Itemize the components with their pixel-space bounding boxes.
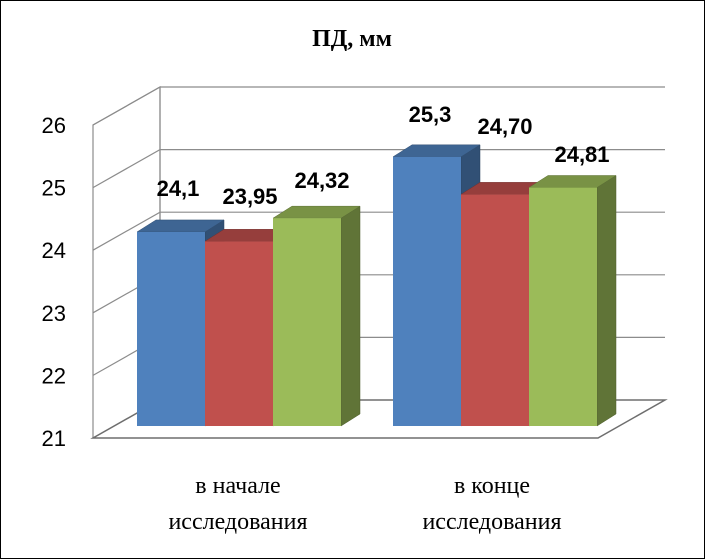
- x-axis-categories: в начале исследования в конце исследования: [168, 473, 561, 535]
- y-tick-label: 24: [42, 238, 66, 263]
- category-label: в начале: [195, 473, 280, 499]
- bar-front: [529, 187, 597, 426]
- data-label: 25,3: [409, 102, 452, 127]
- data-labels: 24,1 25,3 23,95 24,70 24,32 24,81: [157, 102, 610, 209]
- data-label: 23,95: [222, 184, 277, 209]
- bar-front: [205, 241, 273, 426]
- bar-side: [596, 175, 617, 427]
- y-tick-label: 26: [42, 113, 66, 138]
- data-label: 24,1: [157, 176, 200, 201]
- bar: [272, 205, 361, 427]
- y-tick-label: 25: [42, 176, 66, 201]
- chart-title: ПД, мм: [312, 26, 392, 52]
- data-label: 24,70: [477, 114, 532, 139]
- y-axis-ticks: 21 22 23 24 25 26: [42, 113, 66, 451]
- bars: [136, 144, 617, 427]
- gridline: [92, 149, 665, 189]
- bar: [528, 175, 617, 427]
- y-tick-label: 21: [42, 426, 66, 451]
- category-label: исследования: [422, 509, 561, 535]
- bar-side: [340, 205, 361, 427]
- bar-front: [461, 194, 529, 426]
- bar-front: [393, 156, 461, 426]
- y-tick-label: 23: [42, 301, 66, 326]
- data-label: 24,81: [554, 142, 609, 167]
- category-label: в конце: [454, 473, 530, 499]
- data-label: 24,32: [294, 168, 349, 193]
- bar-front: [137, 231, 205, 426]
- bar-front: [273, 218, 341, 426]
- gridline: [92, 86, 665, 126]
- y-tick-label: 22: [42, 363, 66, 388]
- category-label: исследования: [168, 509, 307, 535]
